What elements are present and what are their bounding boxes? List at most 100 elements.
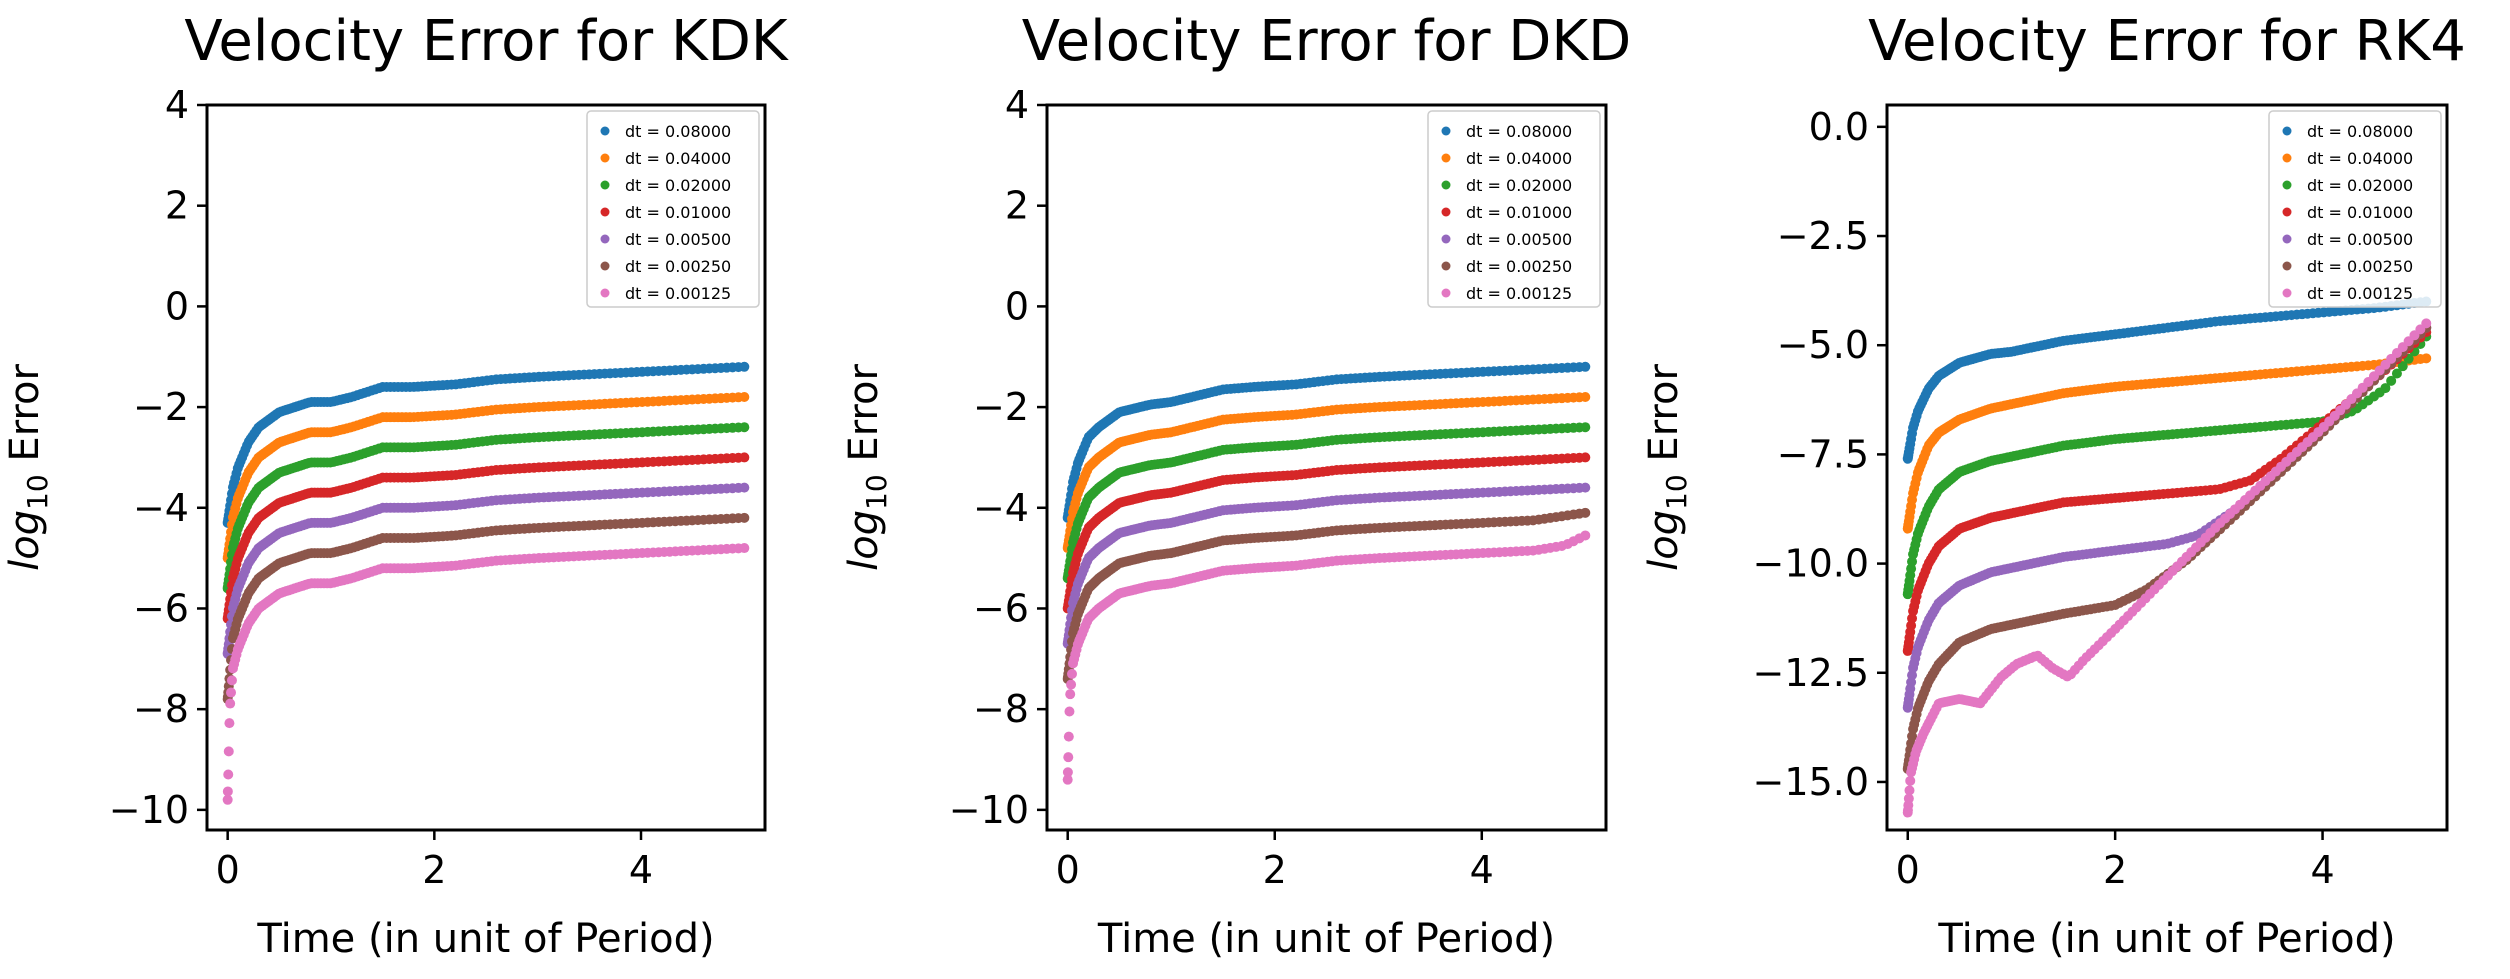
data-point: [226, 675, 237, 686]
series-7: [1062, 530, 1591, 785]
y-tick-label: −15.0: [1753, 760, 1869, 804]
y-tick-label: −2: [133, 385, 189, 429]
data-point: [739, 361, 750, 372]
legend-marker: [600, 234, 610, 244]
data-area: [1062, 361, 1591, 785]
y-tick-label: 2: [165, 184, 189, 228]
data-area: [1902, 296, 2432, 818]
y-tick-label: −4: [973, 486, 1029, 530]
y-tick-label: 0.0: [1809, 105, 1869, 149]
series-2: [1902, 353, 2432, 534]
series-1: [1062, 361, 1591, 523]
legend-marker: [1441, 126, 1451, 136]
series-6: [1062, 507, 1591, 684]
data-point: [739, 392, 750, 403]
series-7: [222, 543, 750, 805]
legend-marker: [2282, 207, 2292, 217]
data-point: [222, 786, 233, 797]
y-tick-label: −6: [133, 586, 189, 630]
legend-marker: [2282, 153, 2292, 163]
data-point: [1905, 775, 1916, 786]
legend-label: dt = 0.04000: [2307, 149, 2413, 168]
legend-marker: [600, 126, 610, 136]
y-tick-label: −6: [973, 586, 1029, 630]
y-axis-label: log10 Error: [841, 364, 893, 571]
legend-label: dt = 0.00500: [1466, 230, 1572, 249]
x-tick-label: 4: [1470, 848, 1494, 892]
series-3: [222, 422, 750, 594]
data-point: [739, 512, 750, 523]
data-point: [1062, 767, 1073, 778]
legend-label: dt = 0.00125: [1466, 284, 1572, 303]
data-point: [1907, 731, 1918, 742]
legend-marker: [600, 261, 610, 271]
legend-box: [1427, 110, 1601, 308]
legend-label: dt = 0.01000: [1466, 203, 1572, 222]
legend-marker: [600, 180, 610, 190]
legend-marker: [600, 207, 610, 217]
legend-marker: [1441, 288, 1451, 298]
chart-title: Velocity Error for KDK: [184, 9, 788, 74]
data-point: [226, 687, 237, 698]
y-tick-label: −4: [133, 486, 189, 530]
legend-label: dt = 0.02000: [625, 176, 731, 195]
y-tick-label: −8: [133, 687, 189, 731]
legend-marker: [1441, 234, 1451, 244]
data-point: [2380, 383, 2391, 394]
data-point: [1580, 530, 1591, 541]
series-3: [1062, 422, 1591, 584]
x-tick-label: 2: [422, 848, 446, 892]
legend-marker: [2282, 288, 2292, 298]
legend-box: [586, 110, 760, 308]
legend-marker: [600, 153, 610, 163]
data-point: [1064, 706, 1075, 717]
x-tick-label: 2: [2103, 848, 2127, 892]
data-area: [222, 361, 750, 805]
x-tick-label: 0: [1056, 848, 1080, 892]
series-2: [1062, 392, 1591, 554]
legend-label: dt = 0.00250: [1466, 257, 1572, 276]
data-point: [2421, 318, 2432, 329]
y-tick-label: −8: [973, 687, 1029, 731]
y-tick-label: −2: [973, 385, 1029, 429]
data-point: [1580, 392, 1591, 403]
legend-marker: [2282, 180, 2292, 190]
data-point: [1580, 361, 1591, 372]
data-point: [739, 482, 750, 493]
data-point: [1065, 689, 1076, 700]
legend-label: dt = 0.01000: [625, 203, 731, 222]
x-tick-label: 2: [1263, 848, 1287, 892]
data-point: [1904, 785, 1915, 796]
series-2: [222, 392, 750, 564]
x-tick-label: 0: [216, 848, 240, 892]
legend-box: [2268, 110, 2442, 308]
y-tick-label: 2: [1005, 184, 1029, 228]
y-tick-label: −10: [949, 788, 1029, 832]
data-point: [739, 543, 750, 554]
legend-marker: [1441, 207, 1451, 217]
y-tick-label: −5.0: [1777, 323, 1869, 367]
legend-label: dt = 0.04000: [1466, 149, 1572, 168]
data-point: [222, 794, 233, 805]
data-point: [1903, 793, 1914, 804]
data-point: [739, 422, 750, 433]
legend-label: dt = 0.00250: [2307, 257, 2413, 276]
data-point: [225, 698, 236, 709]
data-point: [2386, 375, 2397, 386]
data-point: [1907, 670, 1918, 681]
plot-frame: [205, 103, 767, 832]
plot-frame: [1885, 103, 2449, 832]
chart-panel-1: Velocity Error for KDK 0 2 4 4 2 0 −2 −4 −6 −8 −10 T…: [2, 9, 789, 962]
legend-marker: [2282, 234, 2292, 244]
legend-label: dt = 0.08000: [2307, 122, 2413, 141]
series-5: [1062, 482, 1591, 649]
legend-label: dt = 0.00250: [625, 257, 731, 276]
y-tick-label: 4: [1005, 83, 1029, 127]
data-point: [1907, 556, 1918, 567]
data-point: [1580, 422, 1591, 433]
legend-label: dt = 0.00500: [625, 230, 731, 249]
x-tick-label: 4: [2310, 848, 2334, 892]
y-axis-label: log10 Error: [1641, 364, 1693, 571]
data-point: [739, 452, 750, 463]
